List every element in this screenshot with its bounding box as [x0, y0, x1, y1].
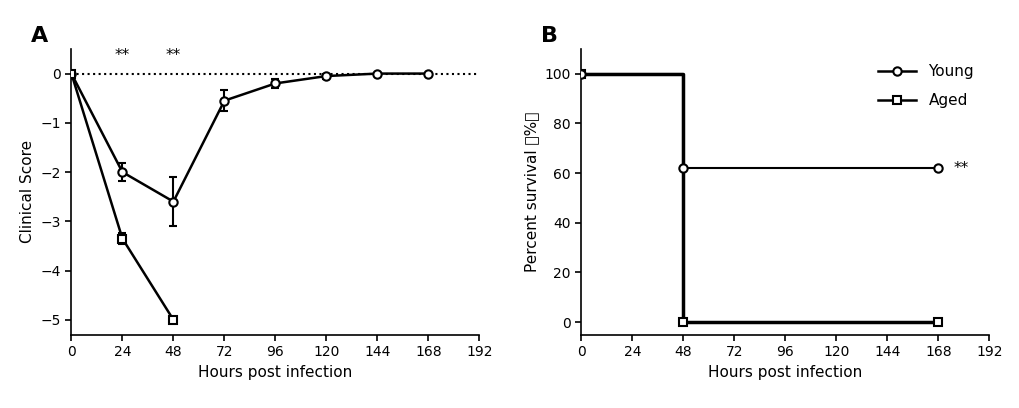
Text: **: **: [953, 161, 968, 176]
Y-axis label: Clinical Score: Clinical Score: [20, 140, 35, 243]
X-axis label: Hours post infection: Hours post infection: [707, 364, 862, 379]
Legend: Young, Aged: Young, Aged: [869, 57, 981, 115]
Text: **: **: [166, 48, 180, 63]
Y-axis label: Percent survival （%）: Percent survival （%）: [524, 111, 538, 272]
Text: **: **: [115, 48, 129, 63]
X-axis label: Hours post infection: Hours post infection: [198, 364, 353, 379]
Text: B: B: [540, 26, 557, 46]
Text: A: A: [31, 26, 48, 46]
